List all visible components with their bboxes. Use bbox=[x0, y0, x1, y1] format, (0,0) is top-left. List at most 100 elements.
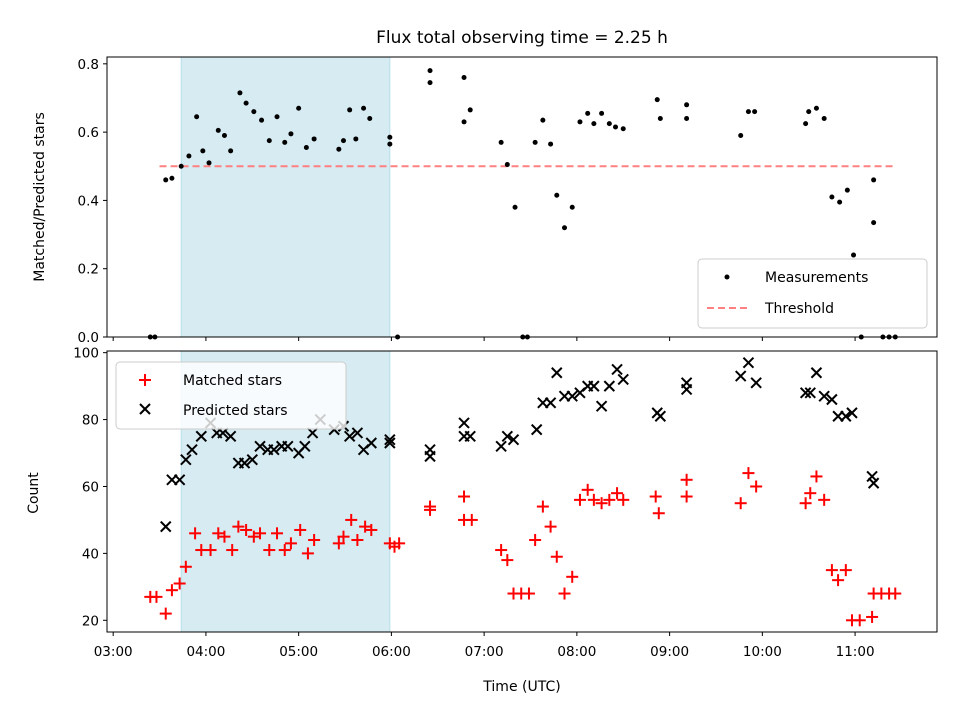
bottom-panel: 20 40 60 80 100 03:00 04:00 05:00 06:00 07:00 08:… bbox=[26, 346, 938, 695]
threshold-legend-label: Threshold bbox=[764, 301, 834, 317]
matched-star-point bbox=[465, 513, 478, 526]
predicted-star-point bbox=[458, 417, 470, 429]
matched-star-point bbox=[587, 493, 600, 506]
predicted-star-point bbox=[617, 373, 629, 386]
measurement-point bbox=[577, 119, 583, 125]
measurement-point bbox=[851, 252, 857, 258]
matched-star-point bbox=[212, 527, 225, 540]
predicted-star-point bbox=[246, 454, 258, 466]
measurement-point bbox=[336, 146, 342, 152]
bottom-y-tick-label: 20 bbox=[82, 613, 99, 629]
measurement-point bbox=[215, 127, 221, 133]
measurement-point bbox=[803, 121, 809, 127]
measurement-point bbox=[806, 109, 812, 115]
predicted-star-point bbox=[365, 437, 378, 449]
measurement-point bbox=[837, 199, 843, 205]
predicted-star-point bbox=[566, 390, 578, 402]
matched-star-point bbox=[550, 550, 563, 563]
measurement-points bbox=[147, 68, 898, 340]
predicted-star-point bbox=[351, 427, 364, 439]
predicted-star-point bbox=[846, 407, 858, 419]
top-y-tick-label: 0.6 bbox=[78, 125, 99, 141]
measurement-point bbox=[237, 90, 243, 96]
x-tick-label: 06:00 bbox=[372, 644, 411, 660]
measurement-point bbox=[206, 160, 212, 166]
x-tick-label: 09:00 bbox=[650, 644, 689, 660]
matched-star-point bbox=[159, 607, 172, 620]
x-tick-label: 05:00 bbox=[279, 644, 318, 660]
predicted-star-point bbox=[306, 427, 319, 439]
predicted-star-point bbox=[799, 387, 812, 399]
measurement-point bbox=[540, 117, 546, 123]
predicted-star-point bbox=[180, 454, 192, 466]
measurement-point bbox=[599, 110, 605, 116]
predicted-star-point bbox=[866, 470, 878, 483]
measurement-point bbox=[871, 177, 877, 183]
measurement-point bbox=[813, 105, 819, 111]
measurement-point bbox=[340, 138, 346, 144]
matched-star-point bbox=[832, 574, 845, 587]
matched-star-point bbox=[825, 564, 838, 577]
measurement-point bbox=[251, 109, 257, 115]
x-axis-label: Time (UTC) bbox=[482, 679, 560, 695]
highlight-span bbox=[180, 56, 391, 338]
top-y-tick-label: 0.8 bbox=[78, 57, 99, 73]
measurement-point bbox=[752, 109, 758, 115]
matched-star-point bbox=[284, 537, 297, 550]
matched-star-point bbox=[680, 473, 693, 486]
measurement-point bbox=[821, 115, 827, 121]
predicted-star-point bbox=[734, 370, 747, 382]
predicted-star-point bbox=[680, 377, 693, 389]
predicted-star-point bbox=[804, 387, 816, 399]
matched-star-point bbox=[179, 560, 192, 573]
top-axes-frame bbox=[106, 56, 938, 338]
matched-star-point bbox=[853, 614, 866, 627]
predicted-star-point bbox=[195, 430, 207, 443]
predicted-star-point bbox=[268, 443, 280, 456]
measurement-point bbox=[548, 141, 554, 147]
measurement-point bbox=[461, 74, 467, 80]
measurements-legend-label: Measurements bbox=[765, 270, 868, 286]
measurement-point bbox=[620, 126, 626, 132]
measurement-point bbox=[367, 115, 373, 121]
matched-star-point bbox=[501, 554, 514, 567]
matched-star-point bbox=[247, 530, 260, 543]
measurement-point bbox=[654, 97, 660, 103]
top-y-tick-label: 0.2 bbox=[78, 262, 99, 278]
measurement-point bbox=[504, 162, 510, 168]
matched-star-point bbox=[495, 544, 508, 557]
matched-star-point bbox=[254, 527, 267, 540]
measurement-point bbox=[274, 114, 280, 120]
predicted-legend-marker bbox=[139, 403, 151, 415]
measurement-point bbox=[745, 109, 751, 115]
predicted-star-point bbox=[603, 380, 616, 392]
predicted-star-point bbox=[810, 367, 823, 379]
measurement-point bbox=[512, 204, 518, 210]
top-y-axis-label: Matched/Predicted stars bbox=[32, 112, 48, 282]
matched-star-point bbox=[150, 590, 163, 603]
matched-star-point bbox=[173, 577, 186, 590]
measurement-point bbox=[169, 175, 175, 181]
x-tick-label: 10:00 bbox=[743, 644, 782, 660]
predicted-star-point bbox=[186, 443, 198, 456]
predicted-star-point bbox=[588, 380, 600, 392]
predicted-star-point bbox=[282, 440, 294, 453]
matched-star-point bbox=[278, 544, 291, 557]
predicted-star-point bbox=[826, 393, 838, 406]
measurement-point bbox=[186, 153, 192, 159]
bottom-y-ticks: 20 40 60 80 100 bbox=[73, 346, 107, 629]
bottom-axes-frame bbox=[106, 350, 938, 633]
predicted-star-point bbox=[507, 433, 520, 446]
measurement-point bbox=[296, 105, 302, 111]
predicted-star-point bbox=[224, 430, 237, 443]
measurement-point bbox=[467, 107, 473, 113]
matched-star-point bbox=[617, 493, 630, 506]
measurement-point bbox=[657, 115, 663, 121]
x-tick-label: 07:00 bbox=[465, 644, 504, 660]
measurement-point bbox=[282, 139, 288, 145]
predicted-star-point bbox=[750, 377, 762, 389]
predicted-star-point bbox=[867, 477, 880, 489]
measurement-point bbox=[613, 124, 619, 130]
predicted-star-point bbox=[530, 423, 543, 436]
